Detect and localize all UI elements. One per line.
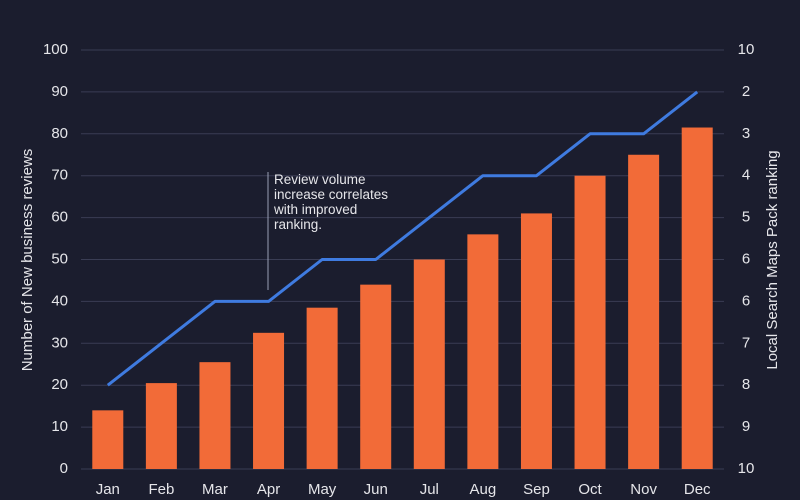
x-tick-label: Dec: [684, 481, 711, 498]
bar: [253, 332, 285, 469]
y2-tick-label: 5: [742, 209, 750, 226]
y-tick-label: 90: [51, 83, 68, 100]
x-tick-label: Jul: [420, 481, 439, 498]
bar: [467, 234, 499, 469]
y2-tick-label: 10: [738, 41, 755, 58]
annotation-box: Review volume increase correlates with i…: [274, 172, 389, 232]
y-tick-label: 10: [51, 418, 68, 435]
y-tick-label: 100: [43, 41, 68, 58]
y2-axis-title: Local Search Maps Pack ranking: [764, 150, 781, 369]
y2-tick-label: 2: [742, 83, 750, 100]
x-tick-label: Nov: [630, 481, 657, 498]
y2-tick-label: 3: [742, 125, 750, 142]
y-tick-label: 70: [51, 167, 68, 184]
y2-tick-label: 10: [738, 460, 755, 477]
y-tick-label: 80: [51, 125, 68, 142]
bar: [199, 362, 231, 469]
x-tick-label: Jan: [96, 481, 120, 498]
y2-tick-label: 7: [742, 334, 750, 351]
y2-tick-label: 9: [742, 418, 750, 435]
bar: [306, 307, 338, 469]
x-tick-label: Mar: [202, 481, 228, 498]
x-tick-label: Feb: [148, 481, 174, 498]
x-tick-label: Sep: [523, 481, 550, 498]
bar: [413, 259, 445, 469]
line: [106, 90, 699, 387]
annotation: Review volume increase correlates with i…: [274, 172, 389, 232]
y2-tick-label: 6: [742, 250, 750, 267]
bar: [145, 383, 177, 469]
x-tick-label: Aug: [470, 481, 497, 498]
y-tick-label: 50: [51, 250, 68, 267]
x-tick-label: Oct: [578, 481, 602, 498]
y-tick-label: 40: [51, 292, 68, 309]
bar: [520, 213, 552, 469]
bar: [574, 175, 606, 469]
y2-tick-label: 8: [742, 376, 750, 393]
bar: [92, 410, 124, 469]
x-tick-label: Jun: [364, 481, 388, 498]
y-tick-label: 60: [51, 209, 68, 226]
y-axis-title: Number of New business reviews: [19, 149, 36, 372]
bar: [628, 154, 660, 469]
x-tick-label: May: [308, 481, 337, 498]
x-tick-label: Apr: [257, 481, 280, 498]
y-tick-label: 30: [51, 334, 68, 351]
bar: [681, 127, 713, 469]
bar: [360, 284, 392, 469]
y2-tick-label: 4: [742, 167, 750, 184]
y-tick-label: 20: [51, 376, 68, 393]
y2-tick-label: 6: [742, 292, 750, 309]
y-tick-label: 0: [60, 460, 68, 477]
